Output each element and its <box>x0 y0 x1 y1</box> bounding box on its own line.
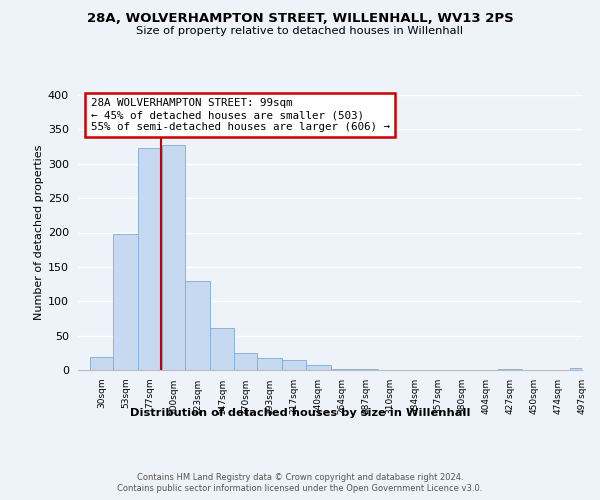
Bar <box>570 368 594 370</box>
Bar <box>162 145 185 370</box>
Y-axis label: Number of detached properties: Number of detached properties <box>34 145 44 320</box>
Bar <box>90 357 113 370</box>
Bar <box>185 282 210 370</box>
Text: Distribution of detached houses by size in Willenhall: Distribution of detached houses by size … <box>130 408 470 418</box>
Text: Size of property relative to detached houses in Willenhall: Size of property relative to detached ho… <box>137 26 464 36</box>
Text: Contains public sector information licensed under the Open Government Licence v3: Contains public sector information licen… <box>118 484 482 493</box>
Bar <box>257 358 282 370</box>
Bar <box>138 148 162 370</box>
Text: 28A, WOLVERHAMPTON STREET, WILLENHALL, WV13 2PS: 28A, WOLVERHAMPTON STREET, WILLENHALL, W… <box>86 12 514 26</box>
Bar <box>331 368 354 370</box>
Bar <box>234 353 257 370</box>
Text: Contains HM Land Registry data © Crown copyright and database right 2024.: Contains HM Land Registry data © Crown c… <box>137 472 463 482</box>
Bar <box>282 360 306 370</box>
Text: 28A WOLVERHAMPTON STREET: 99sqm
← 45% of detached houses are smaller (503)
55% o: 28A WOLVERHAMPTON STREET: 99sqm ← 45% of… <box>91 98 390 132</box>
Bar <box>113 234 138 370</box>
Bar <box>210 328 234 370</box>
Bar <box>306 365 331 370</box>
